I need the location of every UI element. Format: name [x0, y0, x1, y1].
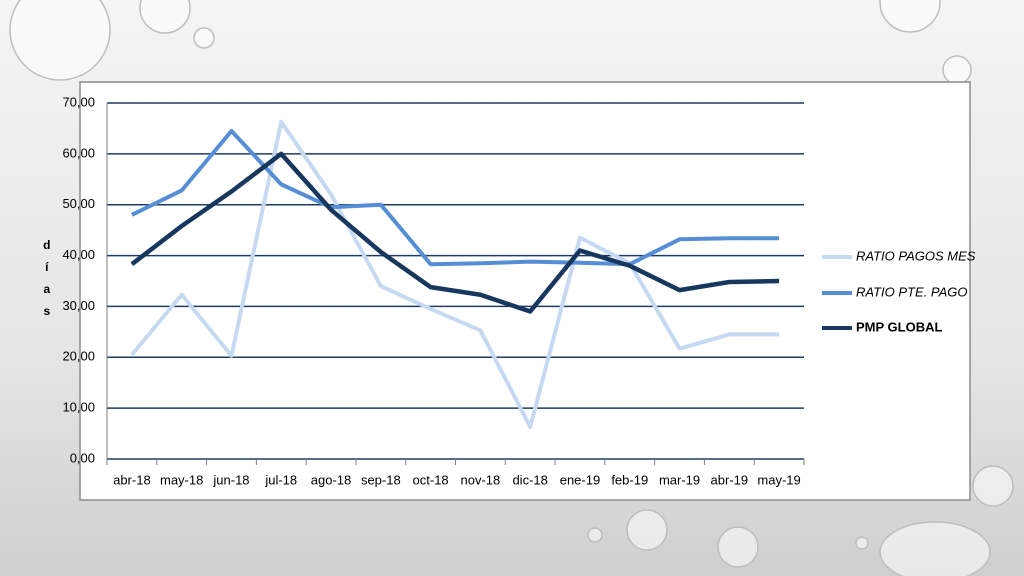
- x-tick-label: jun-18: [212, 472, 249, 487]
- y-tick-label: 0,00: [70, 450, 95, 465]
- drop: [717, 526, 759, 568]
- drop: [139, 0, 191, 34]
- drop: [626, 509, 668, 551]
- x-tick-label: may-19: [757, 472, 800, 487]
- x-tick-label: mar-19: [659, 472, 700, 487]
- y-tick-label: 30,00: [62, 298, 95, 313]
- chart: 0,00 10,00 20,00 30,00 40,00 50,00 60,00 70,00 a…: [62, 94, 975, 487]
- drop: [193, 27, 215, 49]
- drop: [855, 536, 869, 550]
- series-line: [131, 128, 780, 267]
- y-tick-label: 60,00: [62, 145, 95, 160]
- chart-frame: [79, 81, 971, 501]
- y-tick-label: 70,00: [62, 94, 95, 109]
- x-tick-label: feb-19: [611, 472, 648, 487]
- x-tick-label: may-18: [160, 472, 203, 487]
- x-tick-label: ene-19: [560, 472, 600, 487]
- legend-label: RATIO PTE. PAGO: [856, 284, 967, 299]
- x-tick-label: sep-18: [361, 472, 401, 487]
- y-axis-label: días: [40, 238, 54, 326]
- y-tick-label: 10,00: [62, 400, 95, 415]
- legend-label: PMP GLOBAL: [856, 319, 942, 334]
- y-tick-label: 50,00: [62, 196, 95, 211]
- series-line: [130, 119, 780, 429]
- x-tick-label: nov-18: [461, 472, 501, 487]
- y-tick-label: 40,00: [62, 247, 95, 262]
- x-tick-label: abr-18: [113, 472, 151, 487]
- legend-label: RATIO PAGOS MES: [856, 248, 976, 263]
- x-tick-label: abr-19: [711, 472, 749, 487]
- series-line: [130, 151, 780, 314]
- drop: [9, 0, 111, 81]
- drop: [587, 527, 603, 543]
- x-tick-label: oct-18: [413, 472, 449, 487]
- x-tick-label: dic-18: [512, 472, 547, 487]
- drop: [972, 465, 1014, 507]
- drop: [879, 0, 941, 33]
- drop: [942, 55, 972, 85]
- x-tick-label: ago-18: [311, 472, 351, 487]
- x-tick-label: jul-18: [264, 472, 297, 487]
- y-tick-label: 20,00: [62, 349, 95, 364]
- drop: [879, 521, 991, 576]
